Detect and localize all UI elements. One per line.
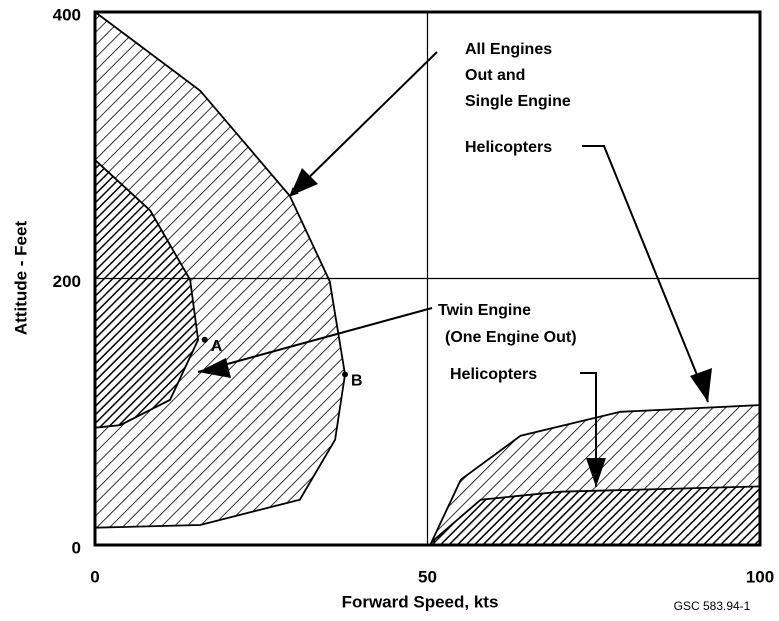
arrow xyxy=(582,145,709,403)
x-tick-label: 100 xyxy=(746,567,774,586)
y-tick-label: 400 xyxy=(53,5,81,24)
point-label: B xyxy=(351,373,363,390)
arrow xyxy=(197,307,433,373)
region xyxy=(94,157,200,429)
x-tick-label: 0 xyxy=(90,567,99,586)
arrowhead xyxy=(290,168,318,196)
plot-frame xyxy=(93,10,762,547)
point xyxy=(201,336,208,343)
arrow xyxy=(289,51,438,197)
annotation: Out and xyxy=(465,67,525,84)
annotation: Helicopters xyxy=(465,139,552,156)
arrow xyxy=(580,372,597,487)
annotation: Single Engine xyxy=(465,93,571,110)
axes xyxy=(93,10,762,547)
arrowheads xyxy=(198,168,712,487)
figure-note: GSC 583.94-1 xyxy=(674,599,751,613)
arrowhead xyxy=(690,368,712,402)
point-label: A xyxy=(211,338,223,355)
point xyxy=(342,371,349,378)
y-tick-label: 200 xyxy=(53,272,81,291)
y-tick-label: 0 xyxy=(72,538,81,557)
annotation: Helicopters xyxy=(450,366,537,383)
arrowhead xyxy=(586,458,606,487)
x-axis-label: Forward Speed, kts xyxy=(342,592,499,611)
arrows xyxy=(197,51,709,487)
annotation: (One Engine Out) xyxy=(445,329,577,346)
arrowhead xyxy=(198,358,231,378)
y-axis-label: Attitude - Feet xyxy=(11,221,30,336)
regions xyxy=(94,10,761,546)
x-tick-label: 50 xyxy=(418,567,437,586)
annotation: All Engines xyxy=(465,41,552,58)
annotation: Twin Engine xyxy=(438,302,531,319)
